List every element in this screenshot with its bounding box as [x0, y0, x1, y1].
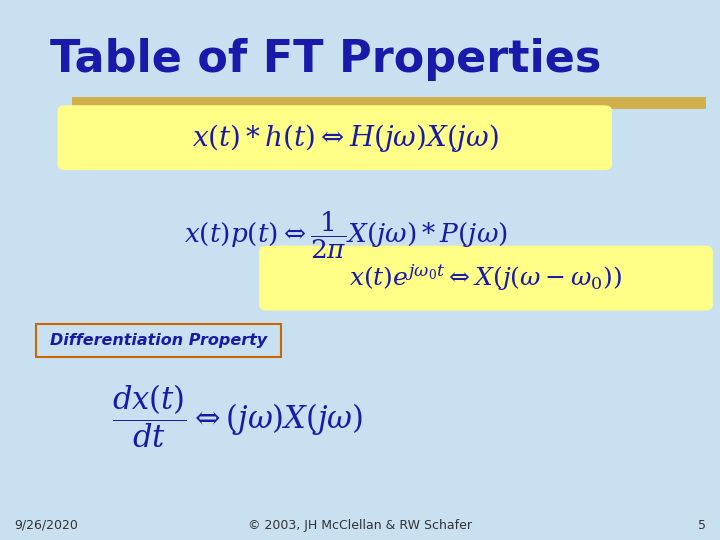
Text: Table of FT Properties: Table of FT Properties [50, 38, 602, 81]
FancyBboxPatch shape [58, 105, 612, 170]
Text: Differentiation Property: Differentiation Property [50, 333, 267, 348]
Text: 5: 5 [698, 519, 706, 532]
Text: 9/26/2020: 9/26/2020 [14, 519, 78, 532]
Bar [72, 97, 706, 109]
Bar [36, 324, 281, 357]
Text: $\dfrac{dx(t)}{dt} \Leftrightarrow (j\omega)X(j\omega)$: $\dfrac{dx(t)}{dt} \Leftrightarrow (j\om… [112, 382, 364, 450]
Text: $x(t)e^{j\omega_0 t} \Leftrightarrow X(j(\omega-\omega_0))$: $x(t)e^{j\omega_0 t} \Leftrightarrow X(j… [349, 263, 623, 293]
FancyBboxPatch shape [259, 246, 713, 310]
Text: © 2003, JH McClellan & RW Schafer: © 2003, JH McClellan & RW Schafer [248, 519, 472, 532]
Text: $x(t)*h(t) \Leftrightarrow H(j\omega)X(j\omega)$: $x(t)*h(t) \Leftrightarrow H(j\omega)X(j… [192, 122, 499, 154]
Text: $x(t)p(t) \Leftrightarrow \dfrac{1}{2\pi}X(j\omega)*P(j\omega)$: $x(t)p(t) \Leftrightarrow \dfrac{1}{2\pi… [184, 210, 508, 260]
